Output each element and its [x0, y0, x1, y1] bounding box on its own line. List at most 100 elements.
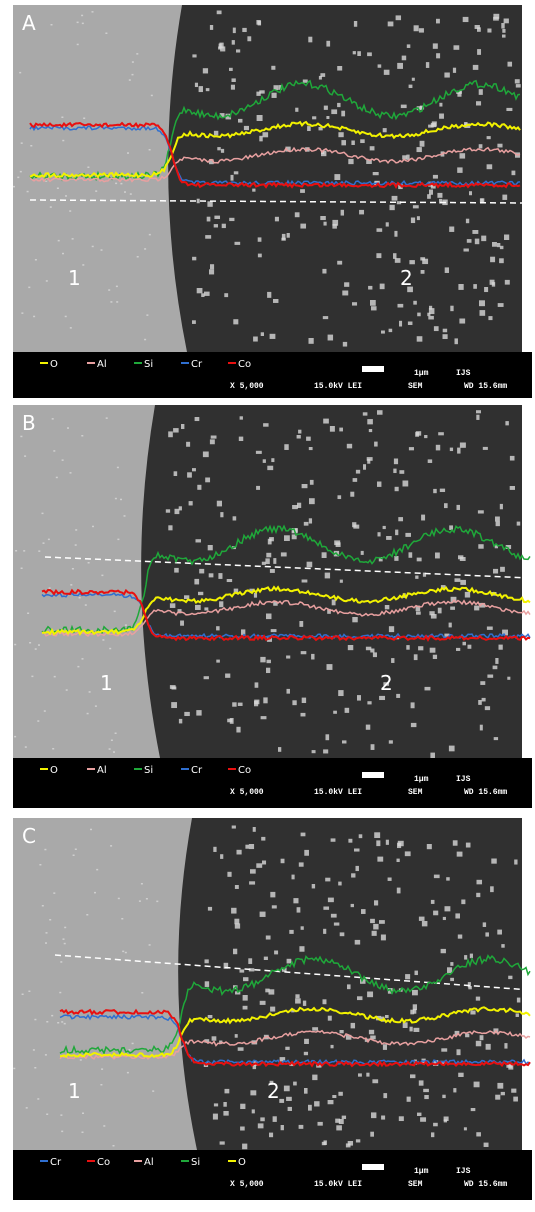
particle	[266, 613, 272, 620]
line-scan-cr	[59, 1013, 531, 1066]
particle	[413, 654, 418, 661]
speck	[69, 210, 72, 212]
speck	[41, 512, 44, 515]
particle	[250, 869, 256, 874]
panel-label: A	[22, 11, 36, 35]
particle	[262, 860, 267, 865]
particle	[367, 419, 373, 425]
particle	[367, 991, 374, 998]
speck	[71, 238, 74, 240]
particle	[335, 542, 341, 547]
speck	[26, 190, 29, 193]
particle	[325, 877, 331, 882]
particle	[408, 84, 413, 89]
scale-label: 1μm	[414, 1167, 429, 1176]
particle	[286, 958, 292, 964]
particle	[327, 608, 331, 614]
particle	[486, 626, 493, 630]
particle	[355, 865, 359, 872]
particle	[479, 300, 485, 307]
line-scan-al	[29, 146, 521, 183]
particle	[338, 1119, 344, 1124]
particle	[366, 457, 373, 461]
particle	[367, 52, 372, 57]
particle	[323, 418, 329, 424]
particle	[216, 10, 222, 15]
particle	[456, 1049, 461, 1056]
particle	[231, 825, 236, 829]
particle	[253, 592, 258, 598]
particle	[385, 222, 389, 227]
speck	[65, 689, 68, 691]
particle	[463, 1127, 467, 1131]
speck	[37, 720, 40, 722]
particle	[284, 444, 289, 450]
particle	[332, 224, 337, 229]
particle	[331, 109, 338, 115]
speck	[45, 280, 48, 282]
particle	[396, 858, 400, 863]
particle	[362, 412, 368, 416]
particle	[469, 953, 473, 959]
particle	[348, 158, 354, 165]
particle	[339, 427, 343, 432]
particle	[424, 686, 431, 691]
particle	[442, 328, 448, 333]
particle	[380, 934, 386, 941]
particle	[292, 505, 298, 510]
info-bar	[13, 352, 532, 398]
speck	[91, 245, 94, 248]
legend-label: O	[238, 1157, 246, 1168]
particle	[199, 568, 205, 574]
speck	[115, 182, 118, 185]
speck	[103, 1125, 106, 1127]
particle	[254, 682, 259, 688]
speck	[76, 43, 79, 46]
particle	[370, 1131, 374, 1137]
particle	[201, 293, 205, 298]
particle	[456, 851, 463, 857]
particle	[171, 702, 178, 709]
particle	[205, 88, 210, 92]
speck	[61, 1130, 64, 1133]
speck	[63, 1022, 66, 1025]
particle	[436, 53, 441, 59]
particle	[435, 552, 440, 559]
scale-bar	[362, 1164, 384, 1170]
particle	[327, 334, 334, 341]
particle	[476, 414, 480, 420]
particle	[370, 648, 375, 653]
particle	[504, 234, 510, 240]
particle	[270, 1006, 276, 1012]
particle	[324, 572, 331, 579]
particle	[220, 512, 224, 518]
speck	[61, 1021, 64, 1023]
particle	[352, 617, 358, 623]
particle	[236, 849, 242, 855]
speck	[20, 435, 23, 438]
particle	[259, 911, 266, 917]
particle	[458, 1072, 464, 1077]
particle	[234, 241, 241, 245]
particle	[505, 545, 512, 549]
particle	[476, 879, 483, 885]
particle	[355, 469, 361, 474]
particle	[169, 603, 176, 608]
particle	[459, 318, 466, 324]
particle	[267, 465, 274, 471]
speck	[46, 1113, 49, 1115]
particle	[293, 1081, 297, 1086]
speck	[148, 149, 151, 151]
particle	[273, 601, 278, 606]
particle	[285, 146, 291, 152]
speck	[100, 249, 103, 251]
particle	[515, 1013, 519, 1017]
particle	[254, 699, 260, 705]
speck	[113, 751, 115, 753]
particle	[506, 107, 513, 112]
speck	[41, 905, 44, 907]
particle	[259, 90, 265, 94]
particle	[433, 874, 440, 879]
particle	[211, 1036, 217, 1041]
